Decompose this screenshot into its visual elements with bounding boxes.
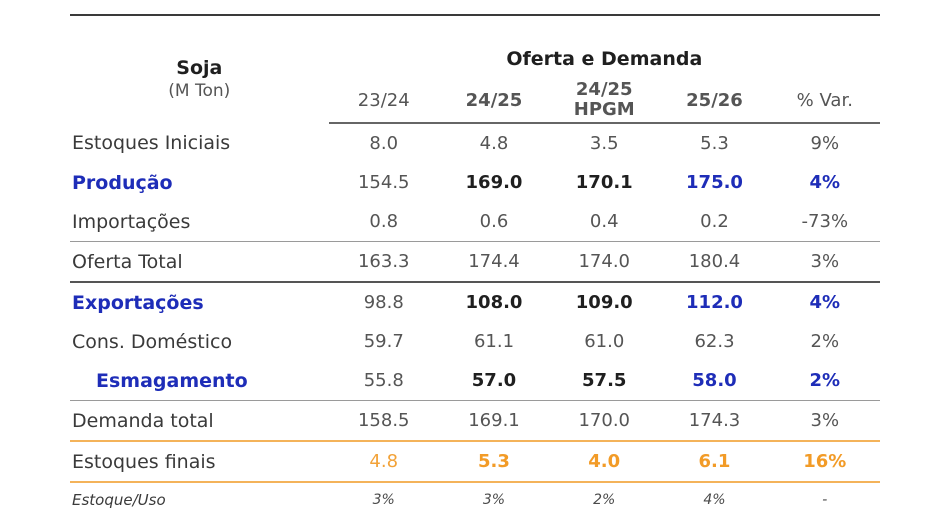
- row-estoques-finais: Estoques finais 4.8 5.3 4.0 6.1 16%: [70, 441, 880, 483]
- row-estoque-uso: Estoque/Uso 3% 3% 2% 4% -: [70, 482, 880, 517]
- cell-2526: 174.3: [659, 400, 770, 442]
- cell-2324: 98.8: [363, 292, 404, 313]
- cell-2425-hpgm: 170.1: [575, 172, 633, 193]
- cell-2324: 4.8: [328, 441, 439, 483]
- cell-2425-hpgm: 2%: [593, 492, 616, 508]
- cell-pct-var: 2%: [810, 331, 840, 352]
- cell-2526: 6.1: [659, 441, 770, 483]
- cell-2425-hpgm: 170.0: [549, 400, 660, 442]
- row-label: Cons. Doméstico: [72, 330, 233, 353]
- cell-2526: 58.0: [659, 361, 770, 401]
- cell-pct-var: 9%: [810, 133, 840, 154]
- cell-pct-var: -: [822, 492, 828, 508]
- cell-pct-var: 2%: [769, 361, 880, 401]
- column-header-2526: 25/26: [659, 78, 770, 124]
- column-header-2425-hpgm-line1: 24/25: [575, 79, 633, 100]
- cell-pct-var: 16%: [769, 441, 880, 483]
- cell-2526: 4%: [703, 492, 726, 508]
- cell-pct-var: 4%: [809, 292, 841, 313]
- row-label: Exportações: [72, 291, 204, 314]
- column-header-2425-hpgm: 24/25 HPGM: [549, 78, 660, 124]
- cell-2425: 108.0: [465, 292, 523, 313]
- group-title: Oferta e Demanda: [328, 14, 880, 78]
- cell-2526: 175.0: [686, 172, 743, 193]
- cell-2425-hpgm: 174.0: [549, 241, 660, 283]
- row-exportacoes: Exportações 98.8 108.0 109.0 112.0 4%: [70, 282, 880, 322]
- cell-2324: 163.3: [328, 241, 439, 283]
- cell-2324: 158.5: [328, 400, 439, 442]
- column-header-2425-hpgm-line2: HPGM: [573, 99, 635, 120]
- row-cons-domestico: Cons. Doméstico 59.7 61.1 61.0 62.3 2%: [70, 322, 880, 361]
- cell-2425: 169.0: [465, 172, 523, 193]
- cell-2324: 8.0: [369, 133, 399, 154]
- row-label: Oferta Total: [70, 241, 329, 283]
- cell-2425: 169.1: [438, 400, 550, 442]
- row-label: Esmagamento: [70, 361, 329, 401]
- table-header: Soja (M Ton) Oferta e Demanda 23/24 24/2…: [70, 14, 880, 124]
- cell-2425-hpgm: 4.0: [549, 441, 660, 483]
- cell-2324: 154.5: [357, 172, 410, 193]
- cell-2324: 55.8: [328, 361, 439, 401]
- commodity-unit: (M Ton): [168, 80, 231, 101]
- header-row-group: Soja (M Ton) Oferta e Demanda: [70, 14, 880, 123]
- supply-demand-table-container: Soja (M Ton) Oferta e Demanda 23/24 24/2…: [70, 14, 880, 517]
- cell-pct-var: 3%: [769, 400, 880, 442]
- row-producao: Produção 154.5 169.0 170.1 175.0 4%: [70, 163, 880, 202]
- cell-pct-var: 4%: [809, 172, 841, 193]
- header-row-columns: 23/24 24/25 24/25 HPGM 25/26 % Var.: [70, 78, 880, 124]
- cell-2526: 0.2: [659, 202, 770, 242]
- table-body: Estoques Iniciais 8.0 4.8 3.5 5.3 9% Pro…: [70, 123, 880, 517]
- cell-2425: 0.6: [438, 202, 550, 242]
- row-label: Estoques finais: [70, 441, 329, 483]
- cell-2526: 180.4: [659, 241, 770, 283]
- commodity-title: Soja: [176, 56, 223, 79]
- commodity-header-cell: Soja (M Ton): [70, 14, 329, 123]
- cell-2425-hpgm: 57.5: [549, 361, 660, 401]
- row-oferta-total: Oferta Total 163.3 174.4 174.0 180.4 3%: [70, 241, 880, 283]
- cell-2425-hpgm: 0.4: [549, 202, 660, 242]
- row-esmagamento: Esmagamento 55.8 57.0 57.5 58.0 2%: [70, 361, 880, 401]
- cell-2425: 3%: [482, 492, 506, 508]
- row-label: Produção: [72, 171, 173, 194]
- row-estoques-iniciais: Estoques Iniciais 8.0 4.8 3.5 5.3 9%: [70, 123, 880, 163]
- row-label: Demanda total: [70, 400, 329, 442]
- column-header-2324: 23/24: [328, 78, 439, 124]
- cell-pct-var: 3%: [769, 241, 880, 283]
- cell-2425: 61.1: [473, 331, 515, 352]
- cell-2425-hpgm: 109.0: [575, 292, 633, 313]
- cell-2425: 57.0: [438, 361, 550, 401]
- cell-2526: 62.3: [694, 331, 735, 352]
- column-header-pct-var: % Var.: [769, 78, 880, 124]
- cell-2425-hpgm: 61.0: [584, 331, 625, 352]
- soy-supply-demand-table: Soja (M Ton) Oferta e Demanda 23/24 24/2…: [70, 14, 880, 517]
- cell-2526: 112.0: [686, 292, 743, 313]
- column-header-2425: 24/25: [438, 78, 550, 124]
- cell-2324: 3%: [372, 492, 395, 508]
- row-label: Estoque/Uso: [72, 491, 166, 509]
- cell-2526: 5.3: [700, 133, 729, 154]
- row-label: Estoques Iniciais: [72, 132, 231, 154]
- cell-pct-var: -73%: [769, 202, 880, 242]
- row-label: Importações: [70, 202, 329, 242]
- cell-2324: 59.7: [363, 331, 404, 352]
- cell-2425: 174.4: [438, 241, 550, 283]
- cell-2324: 0.8: [328, 202, 439, 242]
- cell-2425-hpgm: 3.5: [589, 133, 619, 154]
- row-importacoes: Importações 0.8 0.6 0.4 0.2 -73%: [70, 202, 880, 242]
- row-demanda-total: Demanda total 158.5 169.1 170.0 174.3 3%: [70, 400, 880, 442]
- cell-2425: 5.3: [438, 441, 550, 483]
- cell-2425: 4.8: [479, 133, 509, 154]
